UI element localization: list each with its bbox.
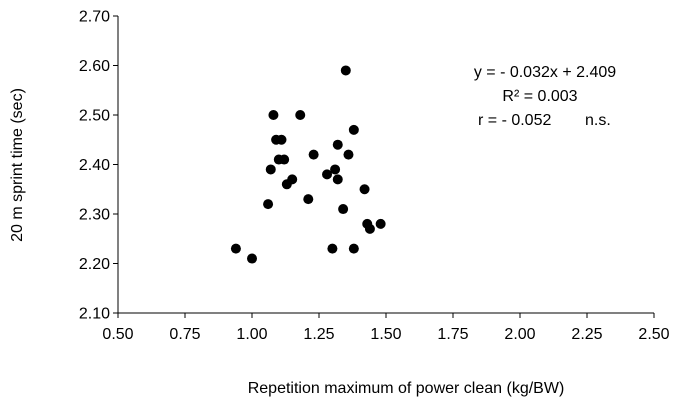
data-point: [332, 174, 343, 185]
y-tick-label: 2.30: [79, 207, 110, 224]
y-tick-label: 2.40: [79, 157, 110, 174]
r-value-label: r = - 0.052: [478, 112, 551, 129]
data-point: [375, 218, 386, 229]
data-point: [332, 139, 343, 150]
x-axis-title: Repetition maximum of power clean (kg/BW…: [248, 380, 565, 397]
y-tick-label: 2.50: [79, 108, 110, 125]
data-point: [276, 134, 287, 145]
x-tick-label: 0.50: [102, 326, 133, 343]
data-point: [348, 124, 359, 135]
data-point: [308, 149, 319, 160]
y-tick-label: 2.20: [79, 256, 110, 273]
data-point: [263, 199, 274, 210]
y-tick-labels: 2.10 2.20 2.30 2.40 2.50 2.60 2.70: [79, 9, 110, 323]
data-point: [279, 154, 290, 165]
data-point: [340, 65, 351, 76]
data-point: [327, 243, 338, 254]
x-tick-label: 1.50: [370, 326, 401, 343]
data-point: [295, 110, 306, 120]
y-tick-label: 2.60: [79, 58, 110, 75]
x-tick-label: 1.75: [437, 326, 468, 343]
axes: [113, 15, 655, 318]
data-point: [338, 204, 349, 215]
x-tick-label: 2.50: [638, 326, 669, 343]
y-tick-label: 2.70: [79, 9, 110, 26]
data-point: [348, 243, 359, 254]
data-point: [230, 243, 241, 254]
x-tick-label: 1.25: [303, 326, 334, 343]
data-points: [230, 65, 386, 264]
x-tick-label: 2.25: [571, 326, 602, 343]
significance-label: n.s.: [585, 112, 611, 129]
x-tick-label: 2.00: [504, 326, 535, 343]
data-point: [343, 149, 354, 160]
y-tick-label: 2.10: [79, 306, 110, 323]
data-point: [247, 253, 257, 264]
data-point: [268, 110, 279, 120]
y-axis-title: 20 m sprint time (sec): [9, 88, 26, 242]
data-point: [364, 223, 375, 234]
data-point: [303, 194, 314, 205]
x-tick-labels: 0.50 0.75 1.00 1.25 1.50 1.75 2.00 2.25 2.50: [102, 326, 669, 343]
data-point: [265, 164, 276, 175]
data-point: [330, 164, 341, 175]
x-tick-label: 1.00: [236, 326, 267, 343]
r-squared-label: R² = 0.003: [502, 88, 577, 105]
data-point: [287, 174, 298, 185]
data-point: [359, 184, 370, 195]
data-point: [322, 169, 333, 180]
regression-equation: y = - 0.032x + 2.409: [474, 64, 616, 81]
x-tick-label: 0.75: [169, 326, 200, 343]
